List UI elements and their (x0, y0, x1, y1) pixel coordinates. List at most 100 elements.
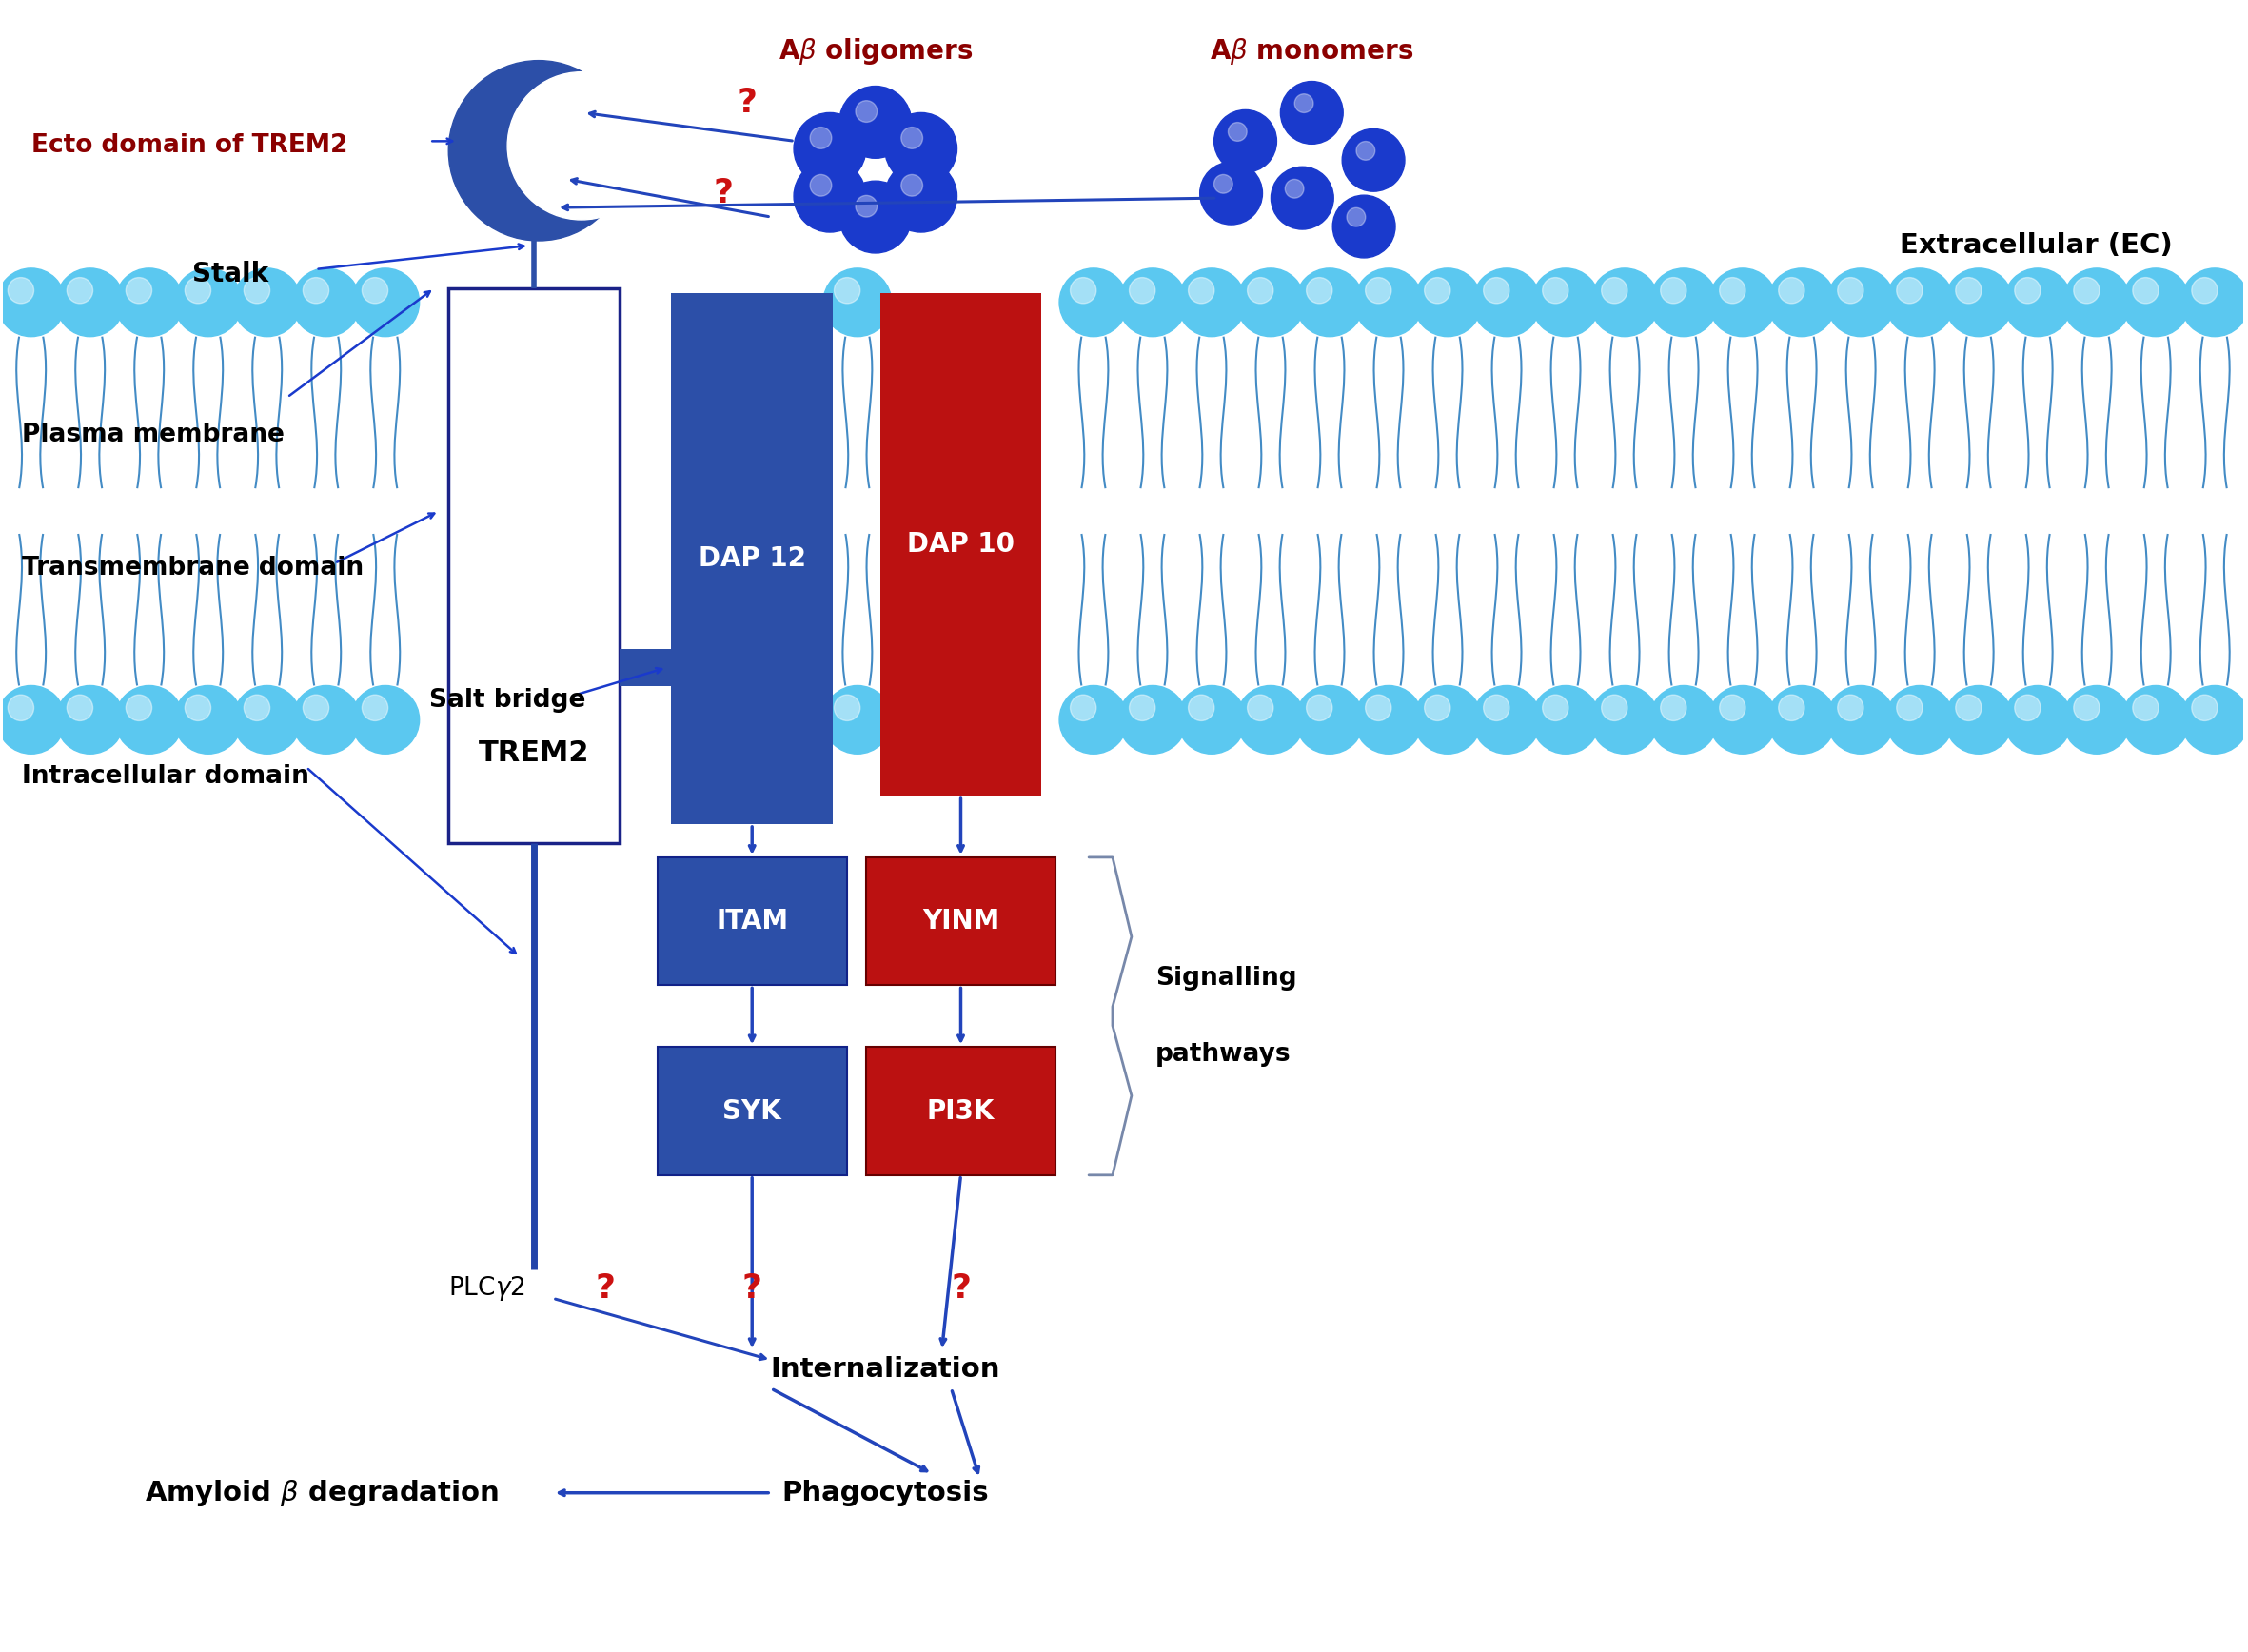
Circle shape (9, 695, 34, 720)
Circle shape (1281, 81, 1342, 144)
Circle shape (1200, 162, 1263, 225)
Text: Plasma membrane: Plasma membrane (22, 423, 283, 448)
Text: ?: ? (951, 1272, 971, 1305)
Circle shape (1070, 278, 1097, 304)
Circle shape (1886, 686, 1954, 753)
FancyBboxPatch shape (865, 1047, 1057, 1175)
Circle shape (9, 278, 34, 304)
Text: Salt bridge: Salt bridge (429, 689, 587, 714)
Circle shape (1592, 686, 1659, 753)
Circle shape (1059, 686, 1128, 753)
Circle shape (1720, 695, 1744, 720)
Circle shape (2073, 278, 2100, 304)
Circle shape (1347, 208, 1365, 226)
Circle shape (1650, 686, 1717, 753)
Circle shape (834, 278, 861, 304)
Circle shape (1128, 278, 1155, 304)
Circle shape (1227, 122, 1248, 140)
Circle shape (1945, 268, 2012, 337)
Circle shape (1837, 278, 1864, 304)
Circle shape (1897, 278, 1922, 304)
Circle shape (2133, 695, 2158, 720)
Circle shape (2073, 695, 2100, 720)
Circle shape (115, 268, 184, 337)
Circle shape (901, 175, 922, 197)
Circle shape (1365, 695, 1392, 720)
Text: A$\beta$ oligomers: A$\beta$ oligomers (778, 36, 973, 66)
Circle shape (1661, 278, 1686, 304)
Circle shape (1178, 268, 1245, 337)
Text: ITAM: ITAM (715, 909, 789, 935)
Circle shape (173, 686, 243, 753)
Circle shape (2181, 686, 2248, 753)
Circle shape (1214, 111, 1277, 172)
Text: DAP 10: DAP 10 (906, 530, 1014, 558)
Circle shape (1070, 695, 1097, 720)
Circle shape (1956, 278, 1980, 304)
Circle shape (1117, 686, 1187, 753)
Circle shape (1484, 278, 1508, 304)
Circle shape (2003, 268, 2073, 337)
Circle shape (126, 695, 153, 720)
Text: Ecto domain of TREM2: Ecto domain of TREM2 (31, 134, 348, 159)
Circle shape (794, 112, 865, 185)
Circle shape (126, 278, 153, 304)
Text: ?: ? (742, 1272, 762, 1305)
Circle shape (1472, 686, 1540, 753)
Circle shape (1828, 686, 1895, 753)
Circle shape (245, 695, 270, 720)
Circle shape (2003, 686, 2073, 753)
Circle shape (1956, 695, 1980, 720)
Circle shape (245, 278, 270, 304)
Circle shape (1650, 268, 1717, 337)
Circle shape (2064, 268, 2131, 337)
Circle shape (56, 268, 124, 337)
Circle shape (1542, 278, 1569, 304)
Circle shape (1484, 695, 1508, 720)
Circle shape (1414, 268, 1481, 337)
Text: Stalk: Stalk (193, 261, 268, 287)
Circle shape (184, 278, 211, 304)
Circle shape (1414, 686, 1481, 753)
Text: TREM2: TREM2 (479, 738, 589, 767)
FancyBboxPatch shape (672, 292, 832, 824)
Circle shape (1117, 268, 1187, 337)
Circle shape (234, 686, 301, 753)
Text: Phagocytosis: Phagocytosis (782, 1480, 989, 1507)
Circle shape (1425, 278, 1450, 304)
Circle shape (1286, 180, 1304, 198)
Circle shape (303, 695, 328, 720)
Circle shape (1128, 695, 1155, 720)
Circle shape (292, 268, 360, 337)
Circle shape (823, 268, 892, 337)
Circle shape (56, 686, 124, 753)
Circle shape (809, 175, 832, 197)
Circle shape (1236, 268, 1304, 337)
FancyBboxPatch shape (450, 287, 618, 843)
Text: Internalization: Internalization (771, 1356, 1000, 1383)
Circle shape (184, 695, 211, 720)
Circle shape (1356, 142, 1376, 160)
Circle shape (2064, 686, 2131, 753)
Circle shape (1059, 268, 1128, 337)
Text: SYK: SYK (722, 1097, 782, 1125)
Circle shape (1708, 686, 1776, 753)
Circle shape (2192, 278, 2217, 304)
Circle shape (115, 686, 184, 753)
Circle shape (1601, 695, 1628, 720)
Circle shape (1306, 278, 1333, 304)
Circle shape (886, 160, 958, 233)
FancyBboxPatch shape (656, 857, 847, 985)
FancyBboxPatch shape (656, 1047, 847, 1175)
Circle shape (234, 268, 301, 337)
Circle shape (1531, 686, 1601, 753)
Circle shape (67, 278, 92, 304)
Circle shape (1472, 268, 1540, 337)
Circle shape (1945, 686, 2012, 753)
Circle shape (1214, 175, 1232, 193)
Circle shape (1189, 695, 1214, 720)
Circle shape (1767, 268, 1837, 337)
Text: Amyloid $\beta$ degradation: Amyloid $\beta$ degradation (144, 1477, 499, 1508)
Text: PLC$\gamma$2: PLC$\gamma$2 (450, 1275, 526, 1303)
Circle shape (2014, 695, 2041, 720)
